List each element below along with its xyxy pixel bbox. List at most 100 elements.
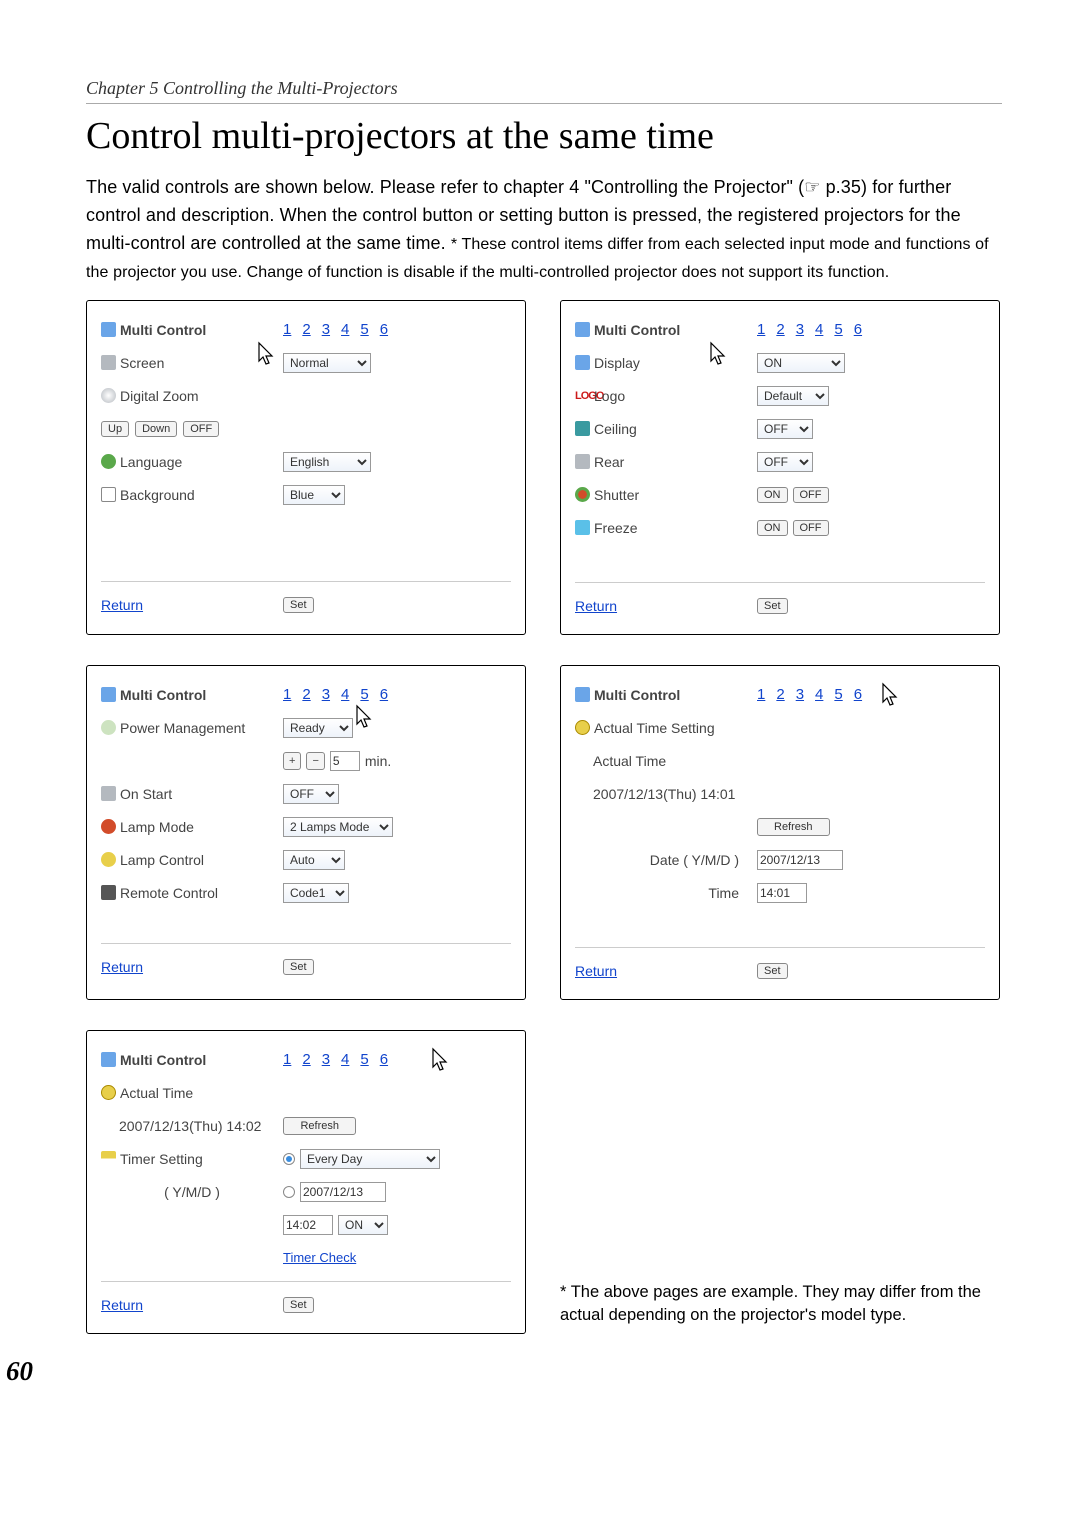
shutter-on-button[interactable]: ON [757,487,788,503]
onstart-select[interactable]: OFF [283,784,339,804]
timer-date-radio[interactable] [283,1186,295,1198]
freeze-off-button[interactable]: OFF [793,520,829,536]
onstart-icon [101,786,116,801]
multi-control-icon [101,687,116,702]
pm-min-input[interactable] [330,751,360,771]
display-label: Display [594,355,640,371]
language-select[interactable]: English [283,452,371,472]
shutter-off-button[interactable]: OFF [793,487,829,503]
pager-2[interactable]: 2 [776,321,784,338]
set-button[interactable]: Set [283,959,314,975]
return-link[interactable]: Return [101,597,143,613]
lampctrl-select[interactable]: Auto [283,850,345,870]
freeze-on-button[interactable]: ON [757,520,788,536]
pager-2[interactable]: 2 [776,686,784,703]
page-title: Control multi-projectors at the same tim… [86,114,1002,158]
pager-6[interactable]: 6 [854,686,862,703]
timer-check-link[interactable]: Timer Check [283,1250,356,1265]
set-button[interactable]: Set [757,963,788,979]
pager-1[interactable]: 1 [283,321,291,338]
pager-2[interactable]: 2 [302,686,310,703]
pm-plus-button[interactable]: + [283,752,301,770]
pager-3[interactable]: 3 [796,686,804,703]
freeze-label: Freeze [594,520,638,536]
footnote: * The above pages are example. They may … [560,1281,1000,1333]
pager-5[interactable]: 5 [360,686,368,703]
timer-icon [101,1151,116,1166]
screen-select[interactable]: Normal [283,353,371,373]
pager-5[interactable]: 5 [360,321,368,338]
multi-control-icon [101,322,116,337]
pager-1[interactable]: 1 [283,686,291,703]
pager-6[interactable]: 6 [380,686,388,703]
refresh-button[interactable]: Refresh [283,1117,356,1135]
shutter-icon [575,487,590,502]
language-label: Language [120,454,182,470]
pager-2[interactable]: 2 [302,1051,310,1068]
panel-time-setting: Multi Control 123456 Actual Time Setting… [560,665,1000,1000]
freeze-icon [575,520,590,535]
pager-6[interactable]: 6 [854,321,862,338]
timer-every-select[interactable]: Every Day [300,1149,440,1169]
return-link[interactable]: Return [575,963,617,979]
pager-4[interactable]: 4 [341,686,349,703]
display-select[interactable]: ON [757,353,845,373]
set-button[interactable]: Set [283,597,314,613]
panel-separator [101,943,511,944]
multi-control-icon [575,322,590,337]
pager-5[interactable]: 5 [834,686,842,703]
pager-5[interactable]: 5 [360,1051,368,1068]
logo-select[interactable]: Default [757,386,829,406]
set-button[interactable]: Set [757,598,788,614]
pager-1[interactable]: 1 [283,1051,291,1068]
time-input[interactable] [757,883,807,903]
pager-4[interactable]: 4 [815,686,823,703]
panel-separator [575,947,985,948]
pager: 123456 [283,1051,394,1068]
pager-6[interactable]: 6 [380,321,388,338]
refresh-button[interactable]: Refresh [757,818,830,836]
return-link[interactable]: Return [101,959,143,975]
pager-3[interactable]: 3 [322,1051,330,1068]
zoom-down-button[interactable]: Down [135,421,177,437]
multi-control-label: Multi Control [120,322,206,338]
pager-1[interactable]: 1 [757,321,765,338]
cursor-icon [429,1047,451,1073]
multi-control-icon [575,687,590,702]
timer-date-input[interactable] [300,1182,386,1202]
pager-6[interactable]: 6 [380,1051,388,1068]
timer-time-input[interactable] [283,1215,333,1235]
pager-3[interactable]: 3 [322,321,330,338]
zoom-up-button[interactable]: Up [101,421,129,437]
set-button[interactable]: Set [283,1297,314,1313]
lampmode-label: Lamp Mode [120,819,194,835]
background-icon [101,487,116,502]
pager-4[interactable]: 4 [341,1051,349,1068]
pm-minus-button[interactable]: − [306,752,324,770]
date-input[interactable] [757,850,843,870]
timer-every-radio[interactable] [283,1153,295,1165]
power-mgmt-select[interactable]: Ready [283,718,353,738]
actual-time-label: Actual Time [120,1085,193,1101]
return-link[interactable]: Return [101,1297,143,1313]
shutter-label: Shutter [594,487,639,503]
pager-4[interactable]: 4 [341,321,349,338]
ceiling-select[interactable]: OFF [757,419,813,439]
lampctrl-icon [101,852,116,867]
return-link[interactable]: Return [575,598,617,614]
pager-1[interactable]: 1 [757,686,765,703]
background-select[interactable]: Blue [283,485,345,505]
timer-on-select[interactable]: ON [338,1215,388,1235]
actual-time-setting-label: Actual Time Setting [594,720,715,736]
pager-4[interactable]: 4 [815,321,823,338]
pager-2[interactable]: 2 [302,321,310,338]
rear-select[interactable]: OFF [757,452,813,472]
pager-3[interactable]: 3 [796,321,804,338]
pager-5[interactable]: 5 [834,321,842,338]
pager-3[interactable]: 3 [322,686,330,703]
date-label: Date ( Y/M/D ) [650,852,739,868]
lampmode-select[interactable]: 2 Lamps Mode [283,817,393,837]
zoom-off-button[interactable]: OFF [183,421,219,437]
remote-label: Remote Control [120,885,218,901]
remote-select[interactable]: Code1 [283,883,349,903]
